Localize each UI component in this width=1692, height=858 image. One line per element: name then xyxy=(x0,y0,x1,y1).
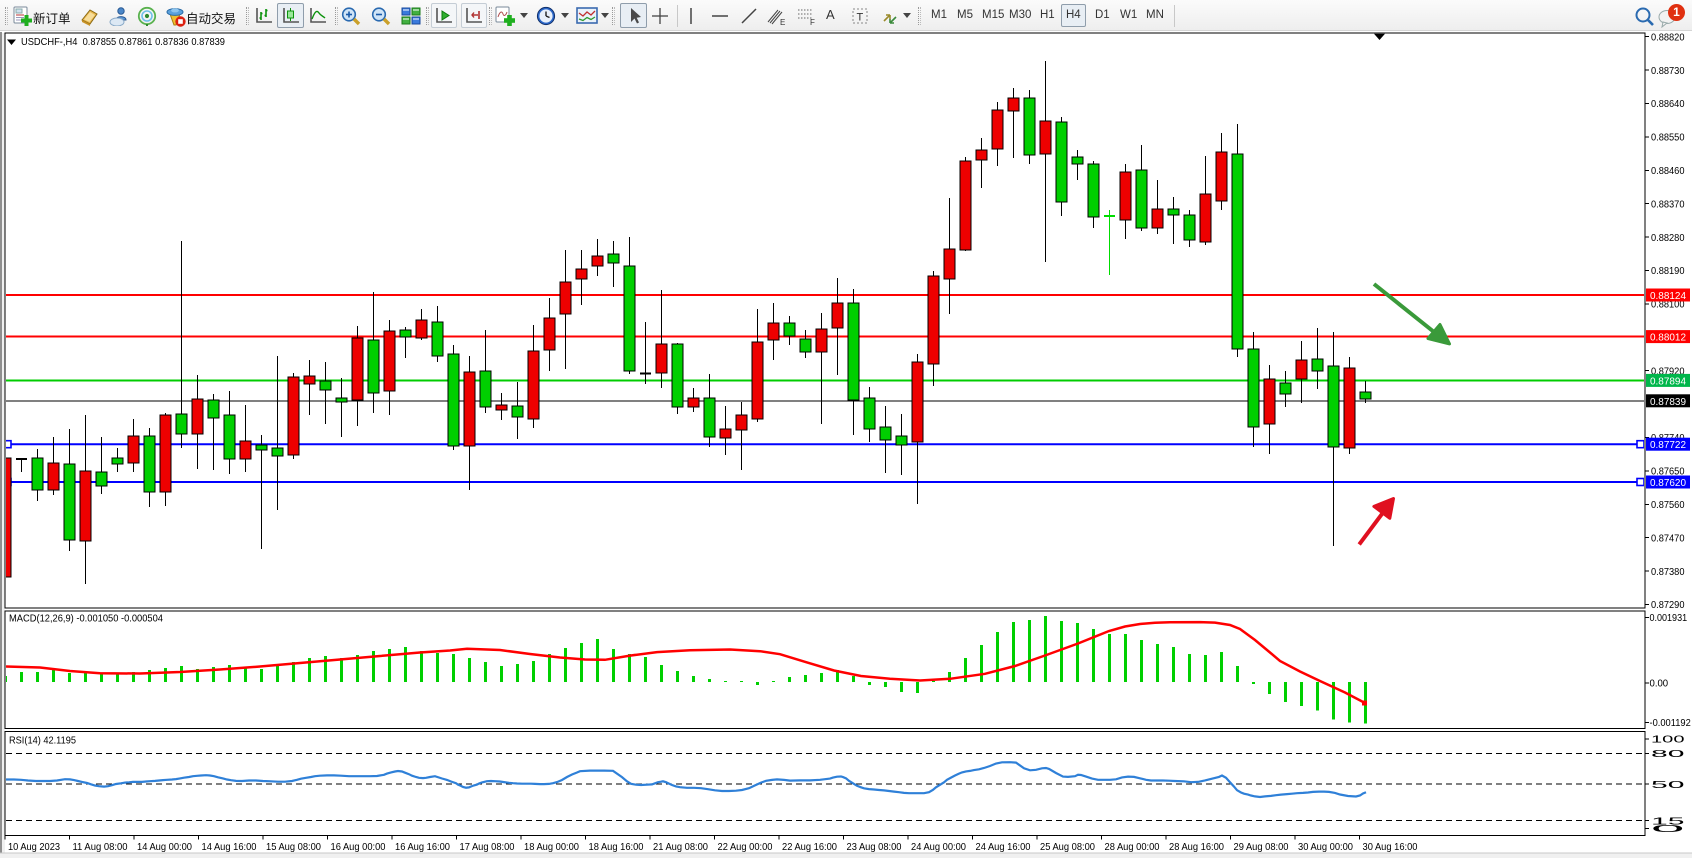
svg-text:F: F xyxy=(810,18,815,27)
svg-text:0.87894: 0.87894 xyxy=(1650,375,1686,387)
svg-text:17 Aug 08:00: 17 Aug 08:00 xyxy=(460,842,515,853)
svg-text:0.87722: 0.87722 xyxy=(1650,439,1686,451)
svg-text:0.87650: 0.87650 xyxy=(1651,467,1685,478)
svg-text:0.88640: 0.88640 xyxy=(1651,99,1685,110)
svg-text:0.88550: 0.88550 xyxy=(1651,133,1685,144)
svg-text:11 Aug 08:00: 11 Aug 08:00 xyxy=(73,842,128,853)
svg-text:0.87620: 0.87620 xyxy=(1650,477,1686,489)
svg-text:0.87290: 0.87290 xyxy=(1651,600,1685,611)
svg-text:0.87380: 0.87380 xyxy=(1651,567,1685,578)
svg-text:15: 15 xyxy=(1651,816,1685,827)
svg-text:22 Aug 16:00: 22 Aug 16:00 xyxy=(782,842,837,853)
svg-text:0.88012: 0.88012 xyxy=(1650,332,1686,344)
svg-text:50: 50 xyxy=(1651,780,1685,791)
svg-text:23 Aug 08:00: 23 Aug 08:00 xyxy=(847,842,902,853)
svg-text:0.88124: 0.88124 xyxy=(1650,290,1686,302)
svg-text:29 Aug 08:00: 29 Aug 08:00 xyxy=(1234,842,1289,853)
svg-text:0.88820: 0.88820 xyxy=(1651,32,1685,43)
svg-text:15 Aug 08:00: 15 Aug 08:00 xyxy=(266,842,321,853)
svg-text:24 Aug 16:00: 24 Aug 16:00 xyxy=(976,842,1031,853)
svg-text:100: 100 xyxy=(1651,735,1685,746)
svg-text:16 Aug 00:00: 16 Aug 00:00 xyxy=(331,842,386,853)
svg-text:18 Aug 00:00: 18 Aug 00:00 xyxy=(524,842,579,853)
svg-text:0.00: 0.00 xyxy=(1650,679,1669,690)
svg-text:14 Aug 00:00: 14 Aug 00:00 xyxy=(137,842,192,853)
svg-text:0.87839: 0.87839 xyxy=(1650,396,1686,408)
svg-text:0.88370: 0.88370 xyxy=(1651,199,1685,210)
svg-text:0.88460: 0.88460 xyxy=(1651,166,1685,177)
svg-text:0.87920: 0.87920 xyxy=(1651,366,1685,377)
svg-text:0.88100: 0.88100 xyxy=(1651,300,1685,311)
svg-text:24 Aug 00:00: 24 Aug 00:00 xyxy=(911,842,966,853)
svg-text:MACD(12,26,9) -0.001050 -0.000: MACD(12,26,9) -0.001050 -0.000504 xyxy=(9,614,163,625)
svg-text:80: 80 xyxy=(1651,749,1685,760)
svg-text:30 Aug 00:00: 30 Aug 00:00 xyxy=(1298,842,1353,853)
svg-text:14 Aug 16:00: 14 Aug 16:00 xyxy=(202,842,257,853)
svg-text:T: T xyxy=(857,12,864,24)
svg-text:USDCHF-,H4 0.87855 0.87861 0.: USDCHF-,H4 0.87855 0.87861 0.87836 0.878… xyxy=(21,37,225,48)
svg-text:28 Aug 16:00: 28 Aug 16:00 xyxy=(1169,842,1224,853)
svg-text:28 Aug 00:00: 28 Aug 00:00 xyxy=(1105,842,1160,853)
svg-text:-0.001192: -0.001192 xyxy=(1650,718,1692,729)
svg-text:0.88190: 0.88190 xyxy=(1651,266,1685,277)
svg-text:18 Aug 16:00: 18 Aug 16:00 xyxy=(589,842,644,853)
svg-text:30 Aug 16:00: 30 Aug 16:00 xyxy=(1363,842,1418,853)
svg-text:0.001931: 0.001931 xyxy=(1650,613,1688,624)
svg-text:16 Aug 16:00: 16 Aug 16:00 xyxy=(395,842,450,853)
svg-text:0.88280: 0.88280 xyxy=(1651,233,1685,244)
svg-text:21 Aug 08:00: 21 Aug 08:00 xyxy=(653,842,708,853)
svg-text:E: E xyxy=(780,18,785,27)
svg-text:0: 0 xyxy=(1651,824,1686,835)
svg-text:0.87560: 0.87560 xyxy=(1651,500,1685,511)
svg-text:0.88730: 0.88730 xyxy=(1651,66,1685,77)
svg-text:22 Aug 00:00: 22 Aug 00:00 xyxy=(718,842,773,853)
svg-text:0.87470: 0.87470 xyxy=(1651,533,1685,544)
svg-text:25 Aug 08:00: 25 Aug 08:00 xyxy=(1040,842,1095,853)
svg-text:RSI(14) 42.1195: RSI(14) 42.1195 xyxy=(9,736,76,747)
svg-text:10 Aug 2023: 10 Aug 2023 xyxy=(8,842,60,853)
